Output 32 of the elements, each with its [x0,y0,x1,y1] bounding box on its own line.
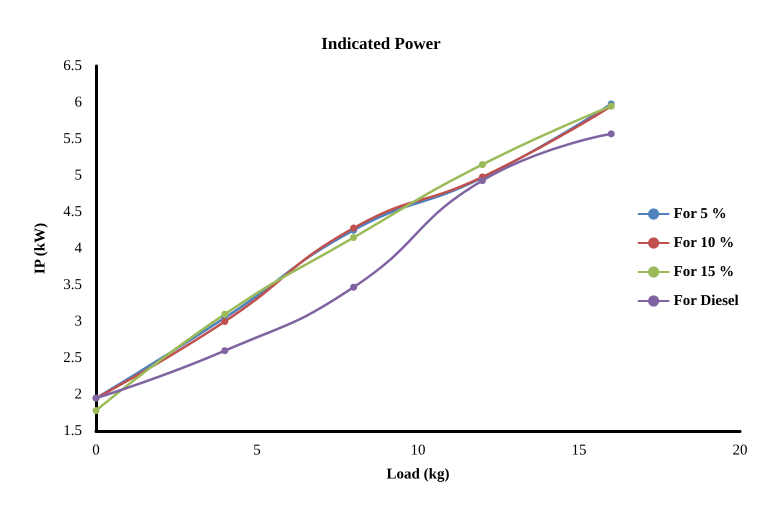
y-tick-label: 5.5 [63,131,82,147]
x-tick-label: 10 [410,442,426,458]
y-tick-label: 5 [74,168,82,184]
x-axis-title: Load (kg) [386,466,450,482]
y-tick-label: 2.5 [63,350,82,366]
y-tick-label: 6.5 [63,58,82,74]
chart-title: Indicated Power [321,34,442,53]
point [350,284,358,291]
point [221,310,228,318]
point [350,234,358,242]
point [221,318,228,325]
legend-label: For 5 % [674,206,727,222]
y-tick-label: 3.5 [63,277,82,293]
y-tick-label: 6 [74,94,82,110]
y-tick-label: 2 [74,386,82,402]
y-tick-label: 4 [74,240,82,256]
point [478,161,486,168]
x-tick-label: 20 [732,442,748,458]
y-tick-label: 1.5 [63,423,82,439]
y-tick-label: 4.5 [63,204,82,220]
legend-label: For Diesel [674,293,739,309]
legend-label: For 10 % [674,235,734,251]
y-tick-label: 3 [74,314,82,330]
x-tick-label: 0 [92,442,100,458]
y-axis-title: IP (kW) [32,222,48,274]
point [478,177,486,184]
point [92,407,100,414]
x-tick-label: 15 [572,442,586,458]
legend-label: For 15 % [674,264,734,280]
x-tick-label: 5 [253,442,261,458]
point [608,130,615,138]
point [221,347,228,354]
